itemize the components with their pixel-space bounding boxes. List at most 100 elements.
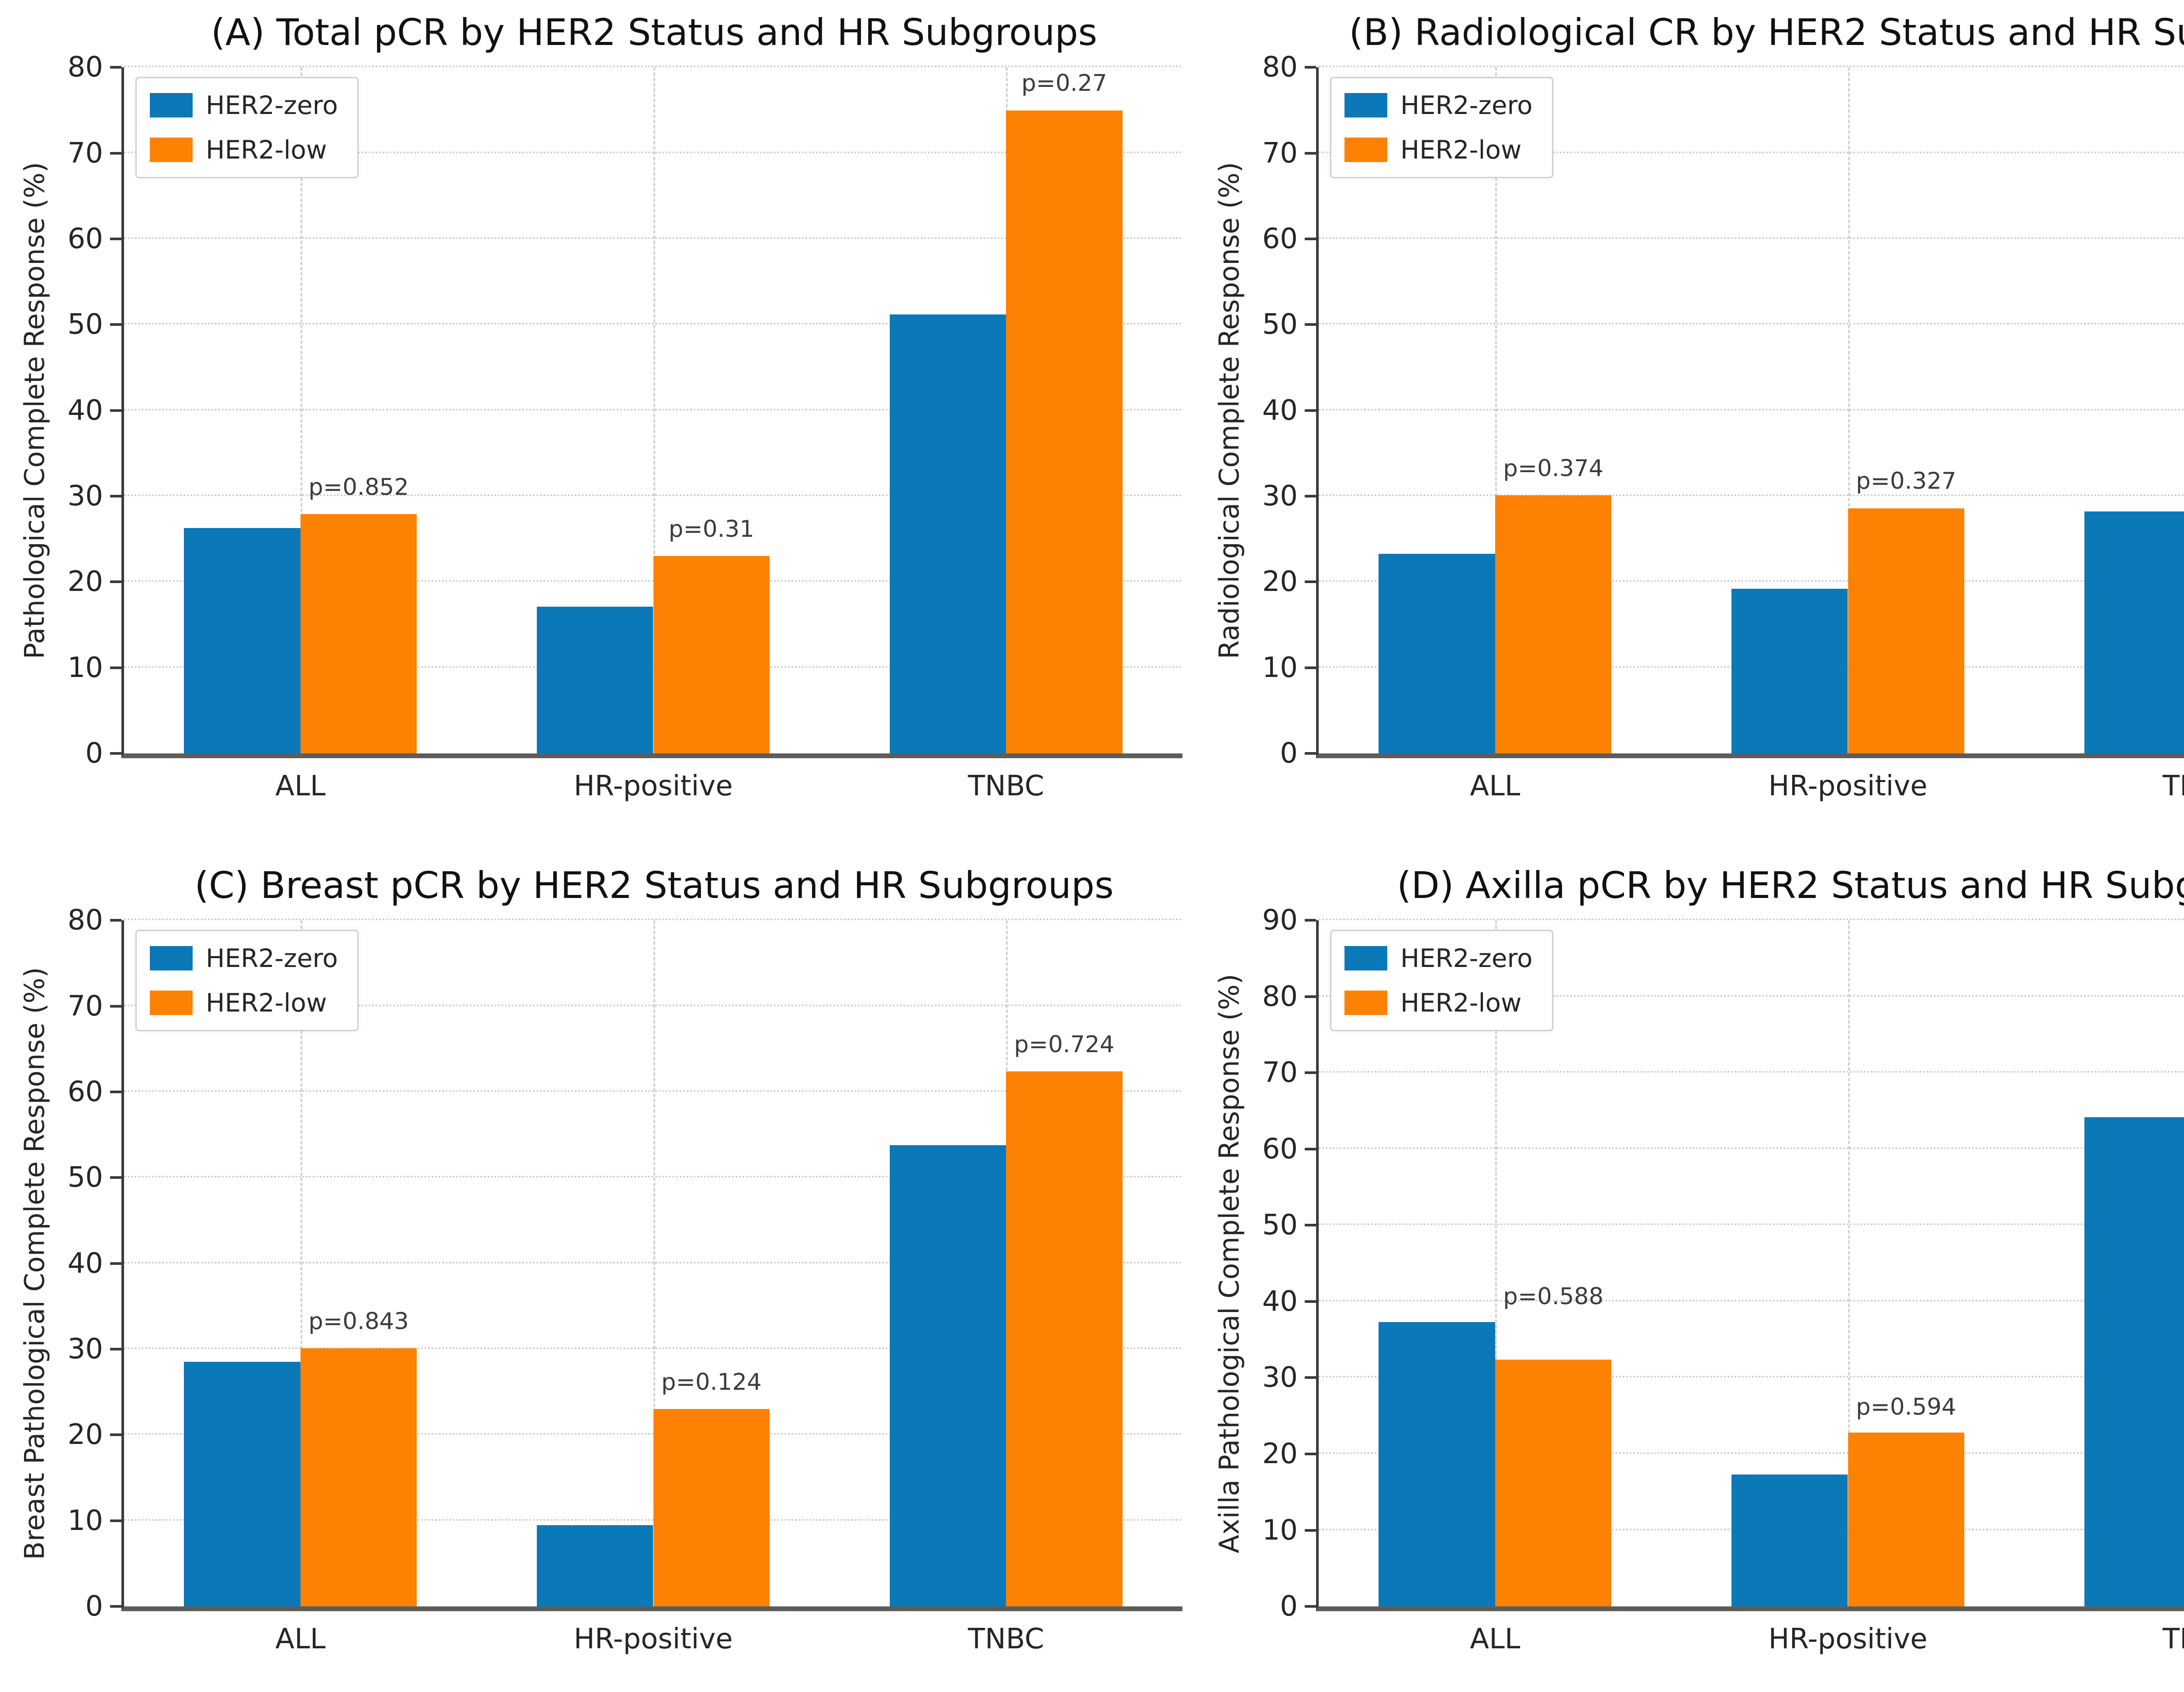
legend-swatch-her2-zero [1344,93,1387,118]
y-tick-label: 80 [67,51,103,84]
h-gridline [1319,919,2184,921]
y-tick-label: 50 [1262,1209,1298,1242]
panel-d: (D) Axilla pCR by HER2 Status and HR Sub… [1203,865,2184,1679]
h-gridline [1319,1223,2184,1226]
x-tick-label: HR-positive [574,770,733,802]
y-tick-label: 40 [1262,394,1298,427]
h-gridline [1319,1299,2184,1302]
bar-her2-zero [536,1525,653,1606]
v-gridline [1848,67,1850,753]
bar-her2-zero [1379,1322,1495,1606]
y-tick-mark [110,1519,121,1522]
legend-swatch-her2-zero [150,946,193,971]
legend-item: HER2-low [150,988,338,1018]
y-tick-mark [110,66,121,69]
y-tick-mark [1305,1529,1316,1532]
y-tick-label: 0 [85,1590,103,1623]
legend-swatch-her2-zero [150,93,193,118]
bar-her2-zero [184,528,301,753]
y-tick-mark [1305,66,1316,69]
y-axis-label: Axilla Pathological Complete Response (%… [1213,974,1245,1554]
legend-swatch-her2-zero [1344,946,1387,971]
y-tick-mark [110,666,121,669]
h-gridline [1319,1147,2184,1149]
legend-item: HER2-zero [1344,943,1533,973]
h-gridline [1319,580,2184,582]
legend-swatch-her2-low [1344,991,1387,1015]
bar-her2-low [1495,1359,1612,1606]
y-tick-label: 30 [67,1333,103,1366]
p-value-label: p=0.374 [1503,455,1603,482]
legend-item: HER2-zero [1344,90,1533,120]
y-tick-label: 10 [1262,651,1298,684]
h-gridline [1319,237,2184,239]
p-value-label: p=0.327 [1856,468,1956,495]
y-tick-mark [110,495,121,498]
y-tick-mark [1305,1224,1316,1227]
panel-title: (B) Radiological CR by HER2 Status and H… [1349,11,2184,54]
bar-her2-zero [184,1362,301,1606]
legend-item: HER2-zero [150,943,338,973]
bar-her2-zero [536,607,653,753]
h-gridline [1319,1071,2184,1073]
bar-her2-low [653,556,770,753]
y-tick-label: 40 [67,1247,103,1280]
y-tick-label: 0 [1280,1590,1298,1623]
y-tick-mark [110,152,121,155]
plot-region: Breast Pathological Complete Response (%… [19,904,1187,1655]
p-value-label: p=0.852 [308,473,409,501]
x-tick-label: TNBC [2162,770,2184,802]
bar-her2-low [300,1348,417,1606]
plot-area: Axilla Pathological Complete Response (%… [1213,904,2184,1655]
y-tick-mark [1305,580,1316,584]
bar-her2-low [1848,508,1965,753]
y-tick-label: 40 [67,394,103,427]
bar-her2-low [653,1409,770,1606]
y-tick-mark [1305,152,1316,155]
y-tick-label: 70 [67,137,103,169]
legend-label: HER2-low [1400,135,1522,165]
y-tick-label: 10 [1262,1514,1298,1547]
h-gridline [1319,408,2184,411]
h-gridline [1319,323,2184,325]
v-gridline [653,67,655,753]
x-tick-label: ALL [1470,770,1521,802]
panel-title: (C) Breast pCR by HER2 Status and HR Sub… [194,864,1114,907]
y-tick-mark [110,580,121,584]
y-tick-mark [1305,1300,1316,1303]
y-tick-mark [110,1348,121,1351]
y-tick-mark [1305,409,1316,412]
y-axis-label: Radiological Complete Response (%) [1213,162,1245,659]
v-gridline [1495,920,1497,1606]
h-gridline [1319,1376,2184,1378]
x-tick-label: HR-positive [1768,770,1928,802]
legend-swatch-her2-low [150,991,193,1015]
bar-her2-zero [889,314,1006,753]
y-tick-mark [110,1433,121,1436]
y-tick-mark [1305,919,1316,922]
y-tick-mark [110,1005,121,1008]
plot-region: Axilla Pathological Complete Response (%… [1213,904,2184,1655]
y-tick-mark [1305,1452,1316,1455]
y-tick-label: 50 [67,1161,103,1194]
y-tick-mark [110,1605,121,1608]
bar-her2-zero [2084,1117,2184,1606]
y-tick-label: 20 [1262,1437,1298,1470]
legend-swatch-her2-low [150,138,193,162]
y-axis-label: Breast Pathological Complete Response (%… [18,967,51,1560]
h-gridline [1319,151,2184,153]
legend-label: HER2-low [206,135,327,165]
y-tick-label: 10 [67,1504,103,1537]
h-gridline [1319,494,2184,497]
legend: HER2-zero HER2-low [135,77,359,179]
y-tick-label: 70 [1262,1057,1298,1089]
y-tick-mark [1305,995,1316,998]
y-tick-label: 30 [1262,1361,1298,1394]
y-tick-mark [110,323,121,326]
x-tick-label: ALL [275,1623,326,1655]
y-tick-label: 0 [85,737,103,770]
y-tick-mark [1305,1376,1316,1379]
y-tick-mark [1305,1071,1316,1074]
v-gridline [300,920,302,1606]
y-tick-label: 20 [1262,566,1298,598]
